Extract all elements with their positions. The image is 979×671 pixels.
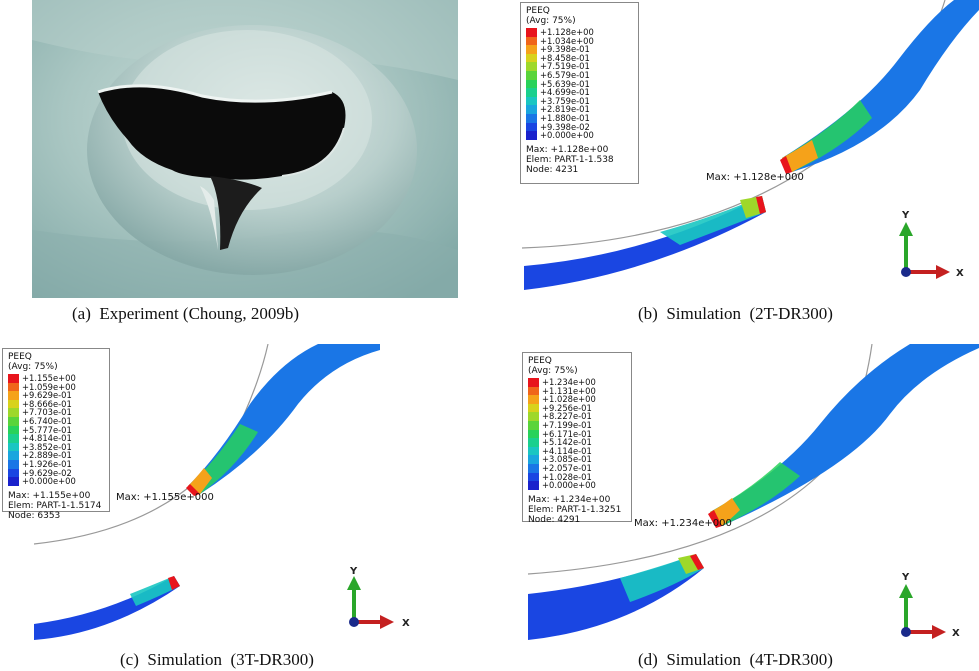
caption-d: (d) Simulation (4T-DR300) xyxy=(638,650,833,669)
peeq-legend-c: PEEQ (Avg: 75%) +1.155e+00 +1.059e+00 +9… xyxy=(2,348,110,521)
legend-subtitle: (Avg: 75%) xyxy=(526,16,576,26)
legend-node: Node: 6353 xyxy=(8,510,61,521)
x-axis-label: X xyxy=(952,628,960,639)
legend-value: +1.131e+00 xyxy=(542,385,596,396)
legend-value: +7.519e-01 xyxy=(540,61,590,72)
legend-value: +2.889e-01 xyxy=(22,450,72,461)
y-axis-label: Y xyxy=(901,210,910,221)
caption-b: (b) Simulation (2T-DR300) xyxy=(638,304,833,323)
legend-node: Node: 4231 xyxy=(526,164,579,175)
legend-value: +8.227e-01 xyxy=(542,411,592,422)
legend-value: +3.759e-01 xyxy=(540,95,590,106)
legend-title: PEEQ xyxy=(526,6,550,16)
ruptured-shell-photo xyxy=(32,0,458,298)
legend-value: +7.199e-01 xyxy=(542,419,592,430)
legend-value: +6.579e-01 xyxy=(540,69,590,80)
legend-value: +5.777e-01 xyxy=(22,424,72,435)
legend-value: +1.028e+00 xyxy=(542,394,596,405)
legend-value: +9.256e-01 xyxy=(542,402,592,413)
max-annotation-d: Max: +1.234e+000 xyxy=(634,518,732,529)
legend-value: +2.057e-01 xyxy=(542,462,592,473)
legend-value: +1.880e-01 xyxy=(540,112,590,123)
legend-max: Max: +1.234e+00 xyxy=(528,494,611,505)
max-annotation-c: Max: +1.155e+000 xyxy=(116,492,214,503)
legend-value: +7.703e-01 xyxy=(22,407,72,418)
simulation-3T-DR300: PEEQ (Avg: 75%) +1.155e+00 +1.059e+00 +9… xyxy=(0,344,480,644)
xy-triad-b: Y X xyxy=(899,210,964,279)
legend-value: +0.000e+00 xyxy=(22,476,76,487)
simulation-4T-DR300: PEEQ (Avg: 75%) +1.234e+00 +1.131e+00 +1… xyxy=(500,344,979,644)
peeq-legend-d: PEEQ (Avg: 75%) +1.234e+00 +1.131e+00 +1… xyxy=(522,352,632,525)
caption-a: (a) Experiment (Choung, 2009b) xyxy=(72,304,300,323)
legend-value: +0.000e+00 xyxy=(542,480,596,491)
legend-value: +5.142e-01 xyxy=(542,437,592,448)
legend-value: +4.814e-01 xyxy=(22,433,72,444)
legend-max: Max: +1.128e+00 xyxy=(526,144,609,155)
legend-node: Node: 4291 xyxy=(528,514,581,525)
legend-value: +9.398e-02 xyxy=(540,121,590,132)
legend-value: +1.034e+00 xyxy=(540,35,594,46)
legend-value: +2.819e-01 xyxy=(540,104,590,115)
legend-value: +9.629e-01 xyxy=(22,390,72,401)
legend-value: +9.398e-01 xyxy=(540,44,590,55)
legend-value: +1.059e+00 xyxy=(22,381,76,392)
legend-value: +5.639e-01 xyxy=(540,78,590,89)
legend-value: +8.458e-01 xyxy=(540,52,590,63)
xy-triad-c: Y X xyxy=(347,566,410,629)
legend-value: +1.028e-01 xyxy=(542,471,592,482)
lower-shell-segment xyxy=(34,576,180,640)
legend-subtitle: (Avg: 75%) xyxy=(8,362,58,372)
caption-c: (c) Simulation (3T-DR300) xyxy=(120,650,314,669)
experiment-photo xyxy=(32,0,458,298)
y-axis-label: Y xyxy=(349,566,358,577)
legend-value: +1.155e+00 xyxy=(22,373,76,383)
deformed-mesh-d xyxy=(527,344,979,640)
legend-title: PEEQ xyxy=(528,356,552,366)
lower-shell-segment xyxy=(524,196,766,290)
legend-value: +6.171e-01 xyxy=(542,428,592,439)
legend-value: +3.085e-01 xyxy=(542,454,592,465)
legend-subtitle: (Avg: 75%) xyxy=(528,366,578,376)
max-annotation-b: Max: +1.128e+000 xyxy=(706,172,804,183)
legend-title: PEEQ xyxy=(8,352,32,362)
legend-max: Max: +1.155e+00 xyxy=(8,490,91,501)
legend-value: +0.000e+00 xyxy=(540,130,594,141)
peeq-legend-b: PEEQ (Avg: 75%) +1.128e+00 +1.034e+00 +9… xyxy=(520,2,639,184)
legend-value: +4.114e-01 xyxy=(542,445,592,456)
x-axis-label: X xyxy=(402,618,410,629)
legend-value: +1.128e+00 xyxy=(540,27,594,37)
legend-value: +8.666e-01 xyxy=(22,398,72,409)
legend-value: +1.926e-01 xyxy=(22,458,72,469)
xy-triad-d: Y X xyxy=(899,572,960,639)
legend-value: +4.699e-01 xyxy=(540,87,590,98)
simulation-2T-DR300: PEEQ (Avg: 75%) +1.128e+00 +1.034e+00 +9… xyxy=(500,0,979,300)
deformed-mesh-b xyxy=(521,0,979,290)
legend-value: +6.740e-01 xyxy=(22,415,72,426)
legend-value: +3.852e-01 xyxy=(22,441,72,452)
legend-value: +1.234e+00 xyxy=(542,377,596,387)
x-axis-label: X xyxy=(956,268,964,279)
legend-elem: Elem: PART-1-1.5174 xyxy=(8,500,102,511)
legend-elem: Elem: PART-1-1.538 xyxy=(526,154,614,165)
y-axis-label: Y xyxy=(901,572,910,583)
legend-elem: Elem: PART-1-1.3251 xyxy=(528,504,622,515)
deformed-mesh-c xyxy=(33,344,380,640)
legend-value: +9.629e-02 xyxy=(22,467,72,478)
